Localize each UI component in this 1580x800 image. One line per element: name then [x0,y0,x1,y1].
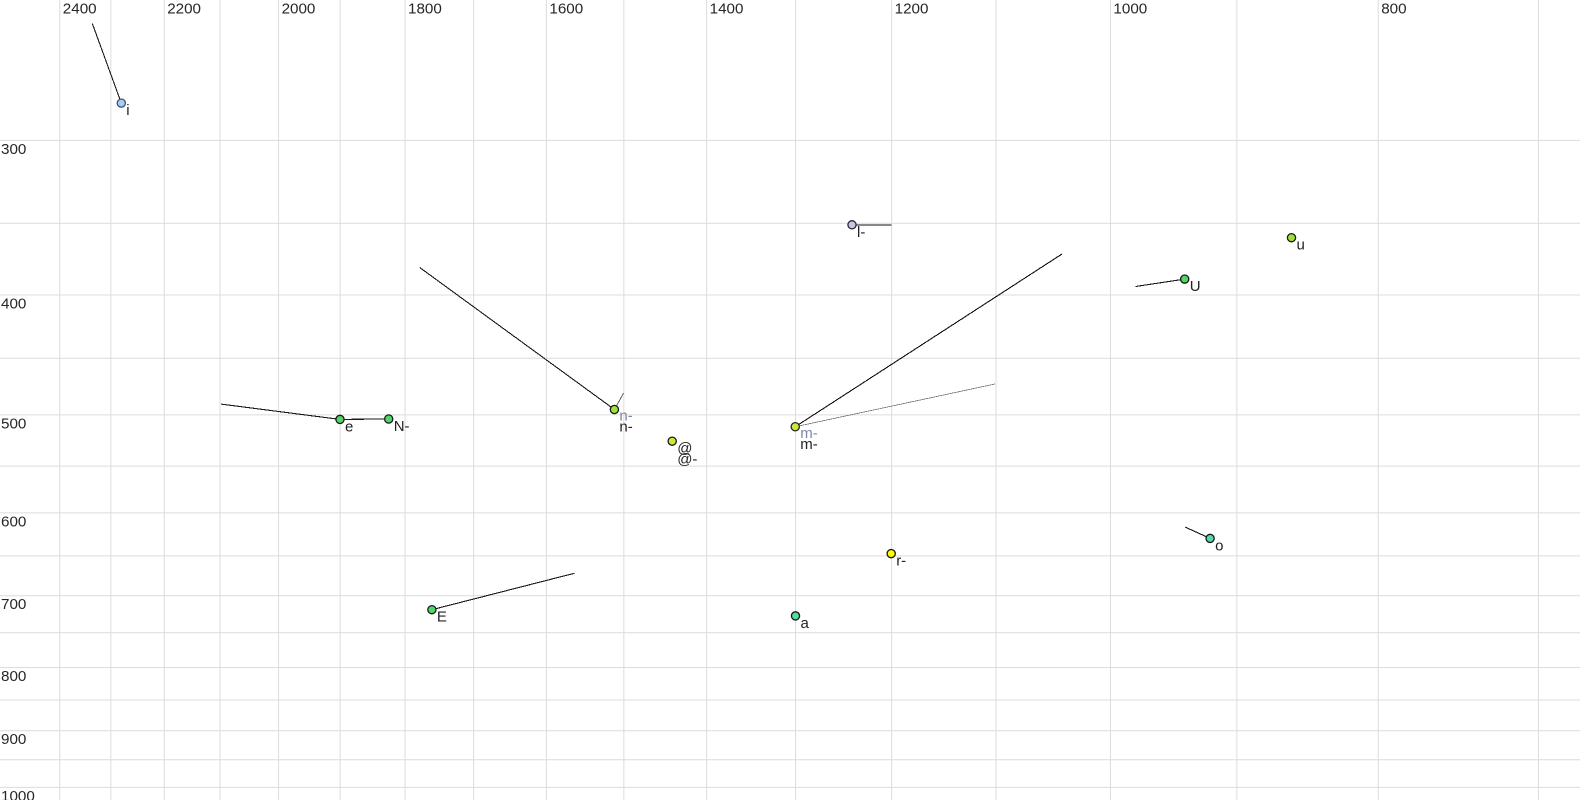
svg-text:600: 600 [1,513,26,530]
svg-text:1800: 1800 [408,1,442,18]
svg-text:1400: 1400 [710,1,744,18]
svg-text:e: e [345,418,353,435]
svg-text:@-: @- [677,451,697,468]
svg-text:700: 700 [1,596,26,613]
svg-text:l-: l- [857,224,865,241]
svg-text:300: 300 [1,141,26,158]
svg-text:800: 800 [1,668,26,685]
svg-text:800: 800 [1381,1,1406,18]
svg-text:a: a [801,615,810,632]
svg-text:N-: N- [394,418,410,435]
svg-text:2400: 2400 [63,1,97,18]
svg-text:o: o [1215,537,1223,554]
svg-text:n-: n- [619,419,632,436]
svg-text:i: i [126,102,129,119]
svg-text:2000: 2000 [282,1,316,18]
svg-text:U: U [1190,278,1201,295]
svg-text:u: u [1297,237,1305,254]
svg-text:1000: 1000 [1113,1,1147,18]
svg-text:1600: 1600 [549,1,583,18]
svg-text:1000: 1000 [1,788,35,800]
svg-text:900: 900 [1,731,26,748]
svg-text:2200: 2200 [167,1,201,18]
svg-text:500: 500 [1,415,26,432]
svg-text:1200: 1200 [895,1,929,18]
svg-text:400: 400 [1,296,26,313]
svg-text:r-: r- [896,553,906,570]
svg-text:E: E [437,609,447,626]
svg-text:m-: m- [800,436,818,453]
